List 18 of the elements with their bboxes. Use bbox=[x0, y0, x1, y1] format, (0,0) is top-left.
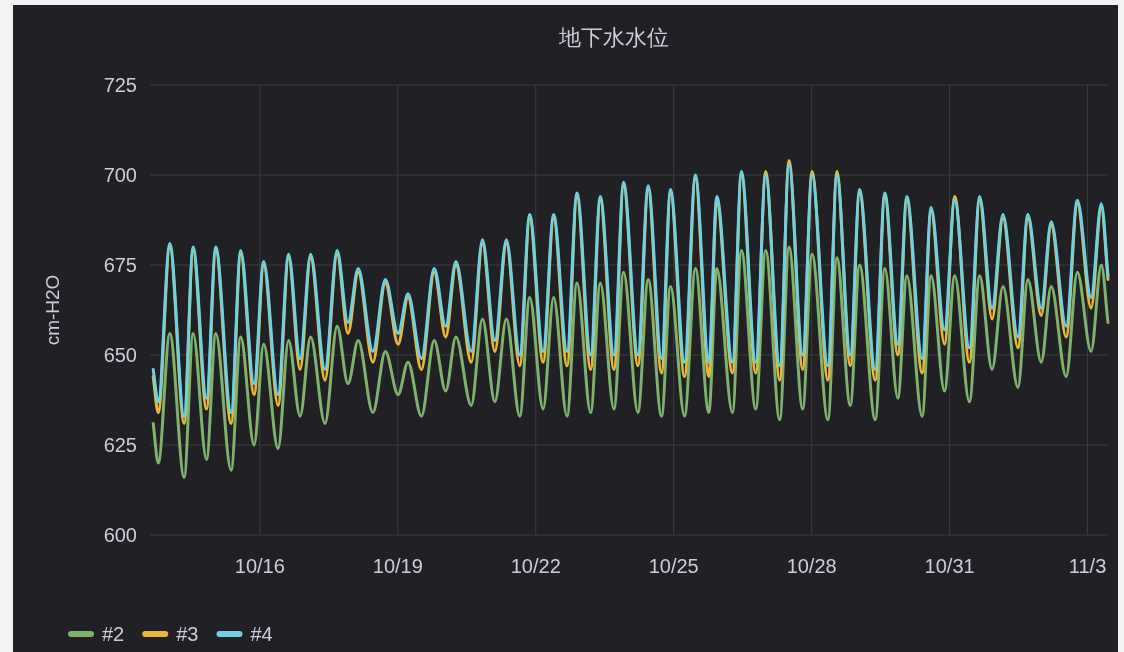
x-tick-label: 11/3 bbox=[1068, 555, 1107, 577]
y-tick-label: 725 bbox=[103, 74, 137, 96]
x-tick-label: 10/16 bbox=[234, 555, 285, 577]
x-tick-label: 10/19 bbox=[372, 555, 423, 577]
legend-label: #4 bbox=[250, 623, 273, 645]
x-tick-label: 10/22 bbox=[510, 555, 561, 577]
legend-label: #3 bbox=[176, 623, 199, 645]
x-tick-label: 10/28 bbox=[786, 555, 837, 577]
y-axis-title: cm-H2O bbox=[42, 274, 63, 346]
y-tick-label: 625 bbox=[103, 434, 137, 456]
y-tick-label: 675 bbox=[103, 254, 137, 276]
y-tick-label: 600 bbox=[103, 524, 137, 546]
y-tick-label: 650 bbox=[103, 344, 137, 366]
legend-label: #2 bbox=[102, 623, 125, 645]
x-tick-label: 10/31 bbox=[924, 555, 975, 577]
y-tick-label: 700 bbox=[103, 164, 137, 186]
x-tick-label: 10/25 bbox=[648, 555, 699, 577]
chart-title: 地下水水位 bbox=[558, 25, 669, 50]
